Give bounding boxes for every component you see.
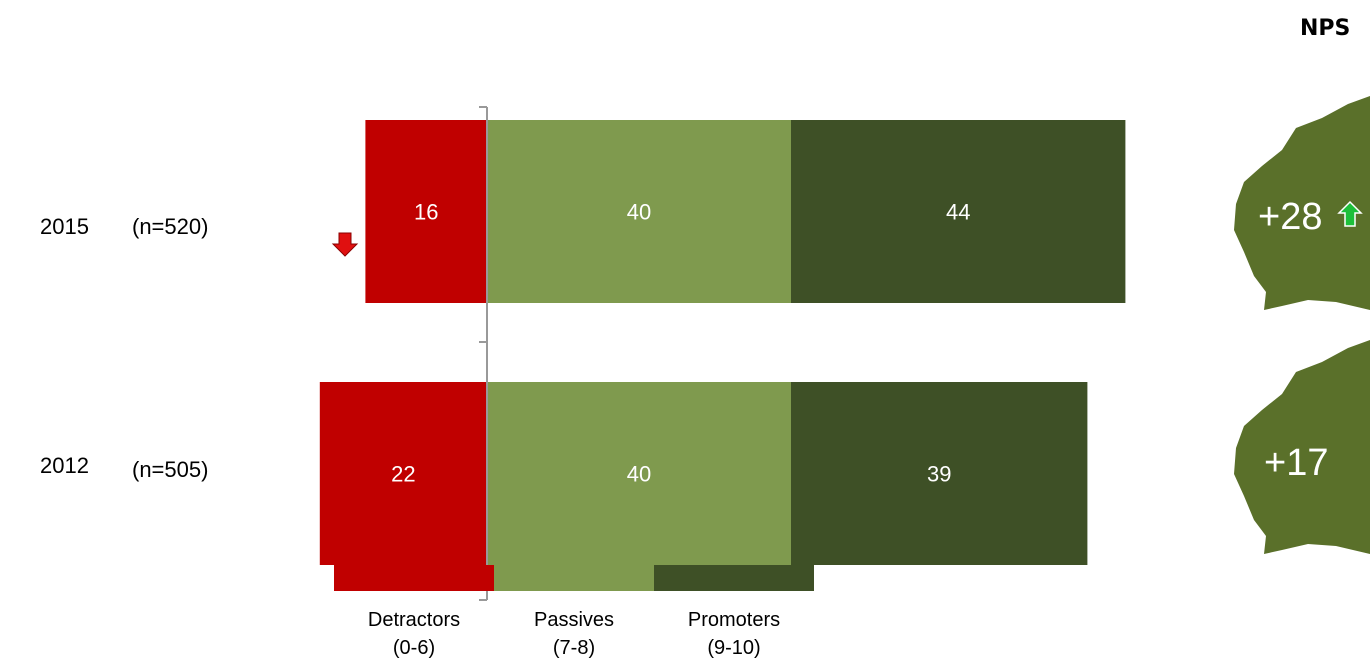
sample-size-2012: (n=505) xyxy=(132,457,209,482)
row-label-2015: 2015 xyxy=(40,214,89,239)
bar-detractors-2015 xyxy=(365,120,487,303)
legend-detractors-range: (0-6) xyxy=(392,637,436,659)
bar-passives-2012 xyxy=(487,382,791,565)
legend-label-detractors: Detractors (0-6) xyxy=(334,606,494,662)
nps-value-2012: +17 xyxy=(1264,442,1329,484)
bar-passives-2015 xyxy=(487,120,791,303)
sample-size-2015: (n=520) xyxy=(132,214,209,239)
legend-label-passives: Passives (7-8) xyxy=(494,606,654,662)
legend-promoters-range: (9-10) xyxy=(707,637,761,659)
bar-detractors-2012 xyxy=(319,382,487,565)
legend-label-promoters: Promoters (9-10) xyxy=(654,606,814,662)
data-label-promoters-2012: 39 xyxy=(927,462,951,487)
data-label-passives-2015: 40 xyxy=(627,200,651,225)
map-wa-icon-2012 xyxy=(1234,340,1370,554)
legend-detractors-name: Detractors xyxy=(367,609,461,631)
nps-value-2015: +28 xyxy=(1258,196,1323,238)
map-wa-icon-2015 xyxy=(1234,96,1370,310)
legend-passives-range: (7-8) xyxy=(552,637,596,659)
legend-swatch-promoters xyxy=(654,565,814,591)
legend-swatch-detractors xyxy=(334,565,494,591)
data-label-passives-2012: 40 xyxy=(627,462,651,487)
bar-promoters-2015 xyxy=(791,120,1126,303)
down-arrow-icon xyxy=(331,232,359,257)
legend-passives-name: Passives xyxy=(533,609,615,631)
row-label-2012: 2012 xyxy=(40,453,89,478)
data-label-detractors-2015: 16 xyxy=(414,200,438,225)
legend-promoters-name: Promoters xyxy=(687,609,781,631)
up-arrow-icon xyxy=(1337,200,1363,227)
data-label-detractors-2012: 22 xyxy=(391,462,415,487)
nps-header: NPS xyxy=(1300,16,1351,41)
data-label-promoters-2015: 44 xyxy=(946,200,970,225)
legend-swatch-passives xyxy=(494,565,654,591)
bar-promoters-2012 xyxy=(791,382,1088,565)
